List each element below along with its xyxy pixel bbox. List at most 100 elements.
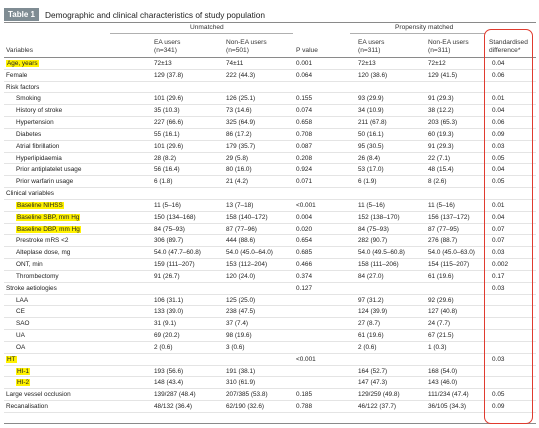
cell-standardised-difference-text: 0.04 — [492, 107, 505, 115]
cell-variable: Age, years — [6, 60, 39, 68]
cell-p-value: <0.001 — [296, 356, 316, 364]
cell-non-ea-users-unmatched-text: 238 (47.5) — [226, 308, 256, 316]
cell-ea-users-unmatched: 227 (66.6) — [154, 119, 183, 127]
cell-non-ea-users-unmatched: 54.0 (45.0–64.0) — [226, 249, 273, 257]
cell-non-ea-users-unmatched: 86 (17.2) — [226, 131, 252, 139]
cell-non-ea-users-matched-text: 48 (15.4) — [428, 166, 454, 174]
cell-variable-text: Age, years — [6, 60, 39, 67]
cell-ea-users-matched: 6 (1.9) — [358, 178, 376, 186]
table-row: Hypertension 227 (66.6) 325 (64.9) 0.658 211… — [4, 117, 536, 129]
cell-p-value-text: <0.001 — [296, 355, 316, 363]
header-rule — [4, 57, 536, 58]
cell-variable-text: Large vessel occlusion — [6, 391, 71, 399]
cell-non-ea-users-unmatched-text: 74±11 — [226, 60, 244, 67]
header-standardised-label: Standardised — [489, 39, 528, 46]
cell-variable-text: Alteplase dose, mg — [16, 249, 71, 257]
cell-non-ea-users-matched: 67 (21.5) — [428, 332, 454, 340]
header-non-ea-users-matched: Non-EA users (n=311) — [428, 39, 469, 55]
cell-standardised-difference: 0.09 — [492, 131, 504, 139]
cell-p-value: 0.155 — [296, 95, 312, 103]
cell-p-value-text: 0.127 — [296, 284, 312, 292]
cell-p-value: 0.087 — [296, 143, 312, 151]
cell-non-ea-users-unmatched: 158 (140–172) — [226, 214, 268, 222]
cell-ea-users-matched: 61 (19.6) — [358, 332, 384, 340]
cell-ea-users-matched-text: 124 (39.9) — [358, 308, 388, 316]
table-row: CE 133 (39.0) 238 (47.5) 124 (39.9) 127 (40.… — [4, 306, 536, 319]
table-row: Female 129 (37.8) 222 (44.3) 0.064 120 (38.6… — [4, 70, 536, 82]
table-row: Diabetes 55 (16.1) 86 (17.2) 0.708 50 (16.1)… — [4, 129, 536, 141]
table-row: HI-2 148 (43.4) 310 (61.9) 147 (47.3) 143 (4… — [4, 377, 536, 390]
cell-ea-users-unmatched: 106 (31.1) — [154, 297, 183, 305]
cell-ea-users-matched: 95 (30.5) — [358, 143, 384, 151]
cell-non-ea-users-unmatched: 87 (77–96) — [226, 226, 257, 234]
cell-variable-text: Prior warfarin usage — [16, 178, 74, 186]
table-row: Baseline NIHSS 11 (5–16) 13 (7–18) <0.001 11… — [4, 200, 536, 212]
cell-variable-text: HT — [6, 355, 17, 363]
table-row: Baseline DBP, mm Hg 84 (75–93) 87 (77–96) 0… — [4, 224, 536, 236]
cell-ea-users-unmatched-text: 133 (39.0) — [154, 308, 184, 316]
cell-ea-users-unmatched-text: 31 (9.1) — [154, 320, 177, 328]
cell-ea-users-unmatched: 69 (20.2) — [154, 332, 180, 340]
cell-ea-users-matched-text: 84 (75–93) — [358, 225, 389, 233]
cell-ea-users-matched: 27 (8.7) — [358, 320, 380, 328]
cell-ea-users-matched-text: 211 (67.8) — [358, 119, 387, 127]
cell-non-ea-users-matched-text: 11 (5–16) — [428, 201, 455, 209]
table-title: Table 1 Demographic and clinical charact… — [4, 8, 265, 21]
cell-non-ea-users-unmatched: 74±11 — [226, 60, 243, 68]
cell-non-ea-users-matched: 11 (5–16) — [428, 202, 455, 210]
cell-non-ea-users-unmatched: 310 (61.9) — [226, 379, 255, 387]
cell-ea-users-matched-text: 2 (0.6) — [358, 343, 377, 351]
cell-p-value-text: 0.788 — [296, 403, 312, 411]
cell-p-value-text: 0.004 — [296, 213, 312, 221]
cell-variable: Alteplase dose, mg — [16, 249, 70, 257]
cell-non-ea-users-matched: 91 (29.3) — [428, 143, 454, 151]
cell-ea-users-matched: 54.0 (49.5–60.8) — [358, 249, 405, 257]
cell-non-ea-users-matched-text: 36/105 (34.3) — [428, 403, 467, 411]
table-row: Recanalisation 48/132 (36.4) 62/190 (32.6)… — [4, 401, 536, 413]
cell-ea-users-unmatched: 148 (43.4) — [154, 379, 183, 387]
cell-variable: Female — [6, 72, 27, 80]
cell-variable-text: Hyperlipidaemia — [16, 154, 62, 162]
cell-variable-text: SAO — [16, 320, 30, 328]
header-ea-users-matched: EA users (n=311) — [358, 39, 384, 55]
cell-ea-users-unmatched: 28 (8.2) — [154, 155, 176, 163]
table-row: Alteplase dose, mg 54.0 (47.7–60.8) 54.0 (… — [4, 247, 536, 260]
cell-non-ea-users-unmatched-text: 73 (14.6) — [226, 107, 252, 115]
cell-standardised-difference-text: 0.05 — [492, 154, 505, 162]
cell-ea-users-matched-text: 11 (5–16) — [358, 201, 385, 209]
cell-non-ea-users-unmatched-text: 125 (25.0) — [226, 296, 256, 304]
cell-non-ea-users-unmatched-text: 87 (77–96) — [226, 225, 257, 233]
cell-standardised-difference: 0.17 — [492, 273, 504, 281]
cell-non-ea-users-matched: 54.0 (45.0–63.0) — [428, 249, 475, 257]
cell-non-ea-users-unmatched: 191 (38.1) — [226, 368, 255, 376]
cell-non-ea-users-matched: 168 (54.0) — [428, 368, 457, 376]
cell-ea-users-matched-text: 164 (52.7) — [358, 367, 388, 375]
cell-p-value: 0.185 — [296, 391, 312, 399]
cell-ea-users-matched-text: 6 (1.9) — [358, 178, 377, 186]
cell-ea-users-unmatched: 84 (75–93) — [154, 226, 185, 234]
cell-ea-users-matched: 124 (39.9) — [358, 308, 387, 316]
table-row: HT <0.001 0.03 — [4, 354, 536, 366]
table-row: Prior warfarin usage 6 (1.8) 21 (4.2) 0.071… — [4, 176, 536, 189]
cell-non-ea-users-unmatched-text: 222 (44.3) — [226, 71, 256, 79]
table-row: UA 69 (20.2) 98 (19.6) 61 (19.6) 67 (21.5) — [4, 330, 536, 342]
cell-variable: Smoking — [16, 95, 41, 103]
cell-ea-users-unmatched: 91 (26.7) — [154, 273, 180, 281]
cell-standardised-difference: 0.06 — [492, 72, 504, 80]
cell-non-ea-users-unmatched: 21 (4.2) — [226, 178, 248, 186]
cell-ea-users-unmatched: 35 (10.3) — [154, 107, 180, 115]
cell-ea-users-matched: 152 (138–170) — [358, 214, 400, 222]
cell-ea-users-unmatched-text: 84 (75–93) — [154, 225, 185, 233]
cell-variable-text: Baseline SBP, mm Hg — [16, 213, 81, 221]
cell-variable-text: CE — [16, 308, 25, 316]
cell-non-ea-users-unmatched: 98 (19.6) — [226, 332, 252, 340]
cell-ea-users-unmatched-text: 148 (43.4) — [154, 379, 184, 387]
cell-ea-users-matched: 53 (17.0) — [358, 166, 384, 174]
cell-ea-users-unmatched: 101 (29.6) — [154, 143, 183, 151]
cell-non-ea-users-unmatched: 125 (25.0) — [226, 297, 255, 305]
cell-ea-users-unmatched: 2 (0.6) — [154, 344, 172, 352]
cell-variable-text: Risk factors — [6, 83, 40, 91]
cell-ea-users-unmatched-text: 227 (66.6) — [154, 119, 184, 127]
table-row: HI-1 193 (56.6) 191 (38.1) 164 (52.7) 168 (5… — [4, 366, 536, 378]
table-row: Baseline SBP, mm Hg 150 (134–168) 158 (140… — [4, 212, 536, 224]
